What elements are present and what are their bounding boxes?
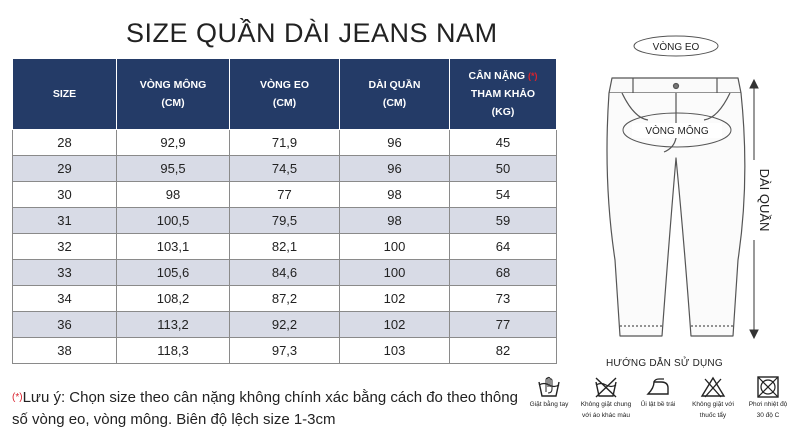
table-row: 31 100,5 79,5 98 59	[12, 207, 557, 234]
cell-weight: 64	[449, 233, 557, 260]
header-hip: VÒNG MÔNG (CM)	[116, 58, 230, 130]
cell-length: 100	[339, 259, 450, 286]
care-item-do-not-wash: Không giặt chung với áo khác màu	[576, 376, 636, 420]
header-waist: VÒNG EO (CM)	[229, 58, 340, 130]
size-note: (*)Lưu ý: Chọn size theo cân nặng không …	[12, 387, 532, 431]
header-size: SIZE	[12, 58, 117, 130]
header-length: DÀI QUẦN (CM)	[339, 58, 450, 130]
cell-weight: 77	[449, 311, 557, 338]
cell-length: 98	[339, 181, 450, 208]
do-not-wash-icon	[595, 377, 617, 398]
care-label: với áo khác màu	[582, 412, 630, 419]
cell-waist: 92,2	[229, 311, 340, 338]
cell-size: 32	[12, 233, 117, 260]
care-label: Phơi nhiệt độ	[748, 401, 788, 408]
care-item-tumble-dry: Phơi nhiệt độ 30 độ C	[738, 376, 798, 420]
no-bleach-icon	[700, 376, 726, 398]
size-table: SIZE VÒNG MÔNG (CM) VÒNG EO (CM) DÀI QUẦN(…	[12, 58, 557, 364]
note-text: Lưu ý: Chọn size theo cân nặng không chí…	[12, 389, 518, 428]
care-item-hand-wash: Giặt bằng tay	[519, 376, 579, 412]
cell-length: 102	[339, 311, 450, 338]
cell-size: 36	[12, 311, 117, 338]
cell-size: 34	[12, 285, 117, 312]
page-title: SIZE QUẦN DÀI JEANS NAM	[126, 18, 498, 48]
cell-waist: 71,9	[229, 129, 340, 156]
care-item-no-bleach: Không giặt với thuốc tẩy	[683, 376, 743, 420]
care-label: thuốc tẩy	[699, 412, 727, 419]
hip-ellipse	[622, 112, 732, 148]
cell-hip: 118,3	[116, 337, 230, 364]
cell-length: 96	[339, 155, 450, 182]
waist-ellipse	[633, 35, 719, 57]
table-row: 29 95,5 74,5 96 50	[12, 155, 557, 182]
cell-waist: 79,5	[229, 207, 340, 234]
care-label: Ủi lật bề trái	[640, 401, 676, 408]
footnote-star: (*)	[528, 71, 538, 81]
table-row: 28 92,9 71,9 96 45	[12, 129, 557, 156]
cell-hip: 100,5	[116, 207, 230, 234]
cell-weight: 50	[449, 155, 557, 182]
cell-weight: 54	[449, 181, 557, 208]
cell-hip: 95,5	[116, 155, 230, 182]
cell-length: 98	[339, 207, 450, 234]
cell-size: 28	[12, 129, 117, 156]
pants-diagram: VÒNG EO VÒNG MÔNG DÀI QUẦN	[606, 35, 772, 340]
cell-weight: 73	[449, 285, 557, 312]
cell-waist: 97,3	[229, 337, 340, 364]
iron-icon	[646, 378, 669, 395]
cell-size: 31	[12, 207, 117, 234]
cell-weight: 82	[449, 337, 557, 364]
care-label: Không giặt với	[692, 401, 734, 408]
cell-length: 96	[339, 129, 450, 156]
cell-hip: 108,2	[116, 285, 230, 312]
care-label: Giặt bằng tay	[529, 401, 569, 408]
table-row: 33 105,6 84,6 100 68	[12, 259, 557, 286]
care-title: HƯỚNG DẪN SỬ DỤNG	[606, 358, 723, 369]
length-label: DÀI QUẦN	[757, 169, 772, 232]
tumble-dry-icon	[757, 376, 779, 398]
table-row: 34 108,2 87,2 102 73	[12, 285, 557, 312]
cell-length: 103	[339, 337, 450, 364]
cell-size: 38	[12, 337, 117, 364]
cell-size: 33	[12, 259, 117, 286]
cell-hip: 105,6	[116, 259, 230, 286]
cell-hip: 103,1	[116, 233, 230, 260]
cell-waist: 74,5	[229, 155, 340, 182]
hand-wash-icon	[538, 376, 560, 397]
cell-hip: 92,9	[116, 129, 230, 156]
footnote-star: (*)	[12, 392, 23, 403]
header-weight: CÂN NẶNG (*) THAM KHẢO (KG)	[449, 58, 557, 130]
cell-waist: 77	[229, 181, 340, 208]
table-row: 38 118,3 97,3 103 82	[12, 337, 557, 364]
cell-weight: 59	[449, 207, 557, 234]
cell-waist: 82,1	[229, 233, 340, 260]
cell-weight: 45	[449, 129, 557, 156]
cell-waist: 87,2	[229, 285, 340, 312]
care-item-iron: Ủi lật bề trái	[628, 376, 688, 412]
pants-outline-shape	[606, 92, 746, 337]
hip-label: VÒNG MÔNG	[645, 124, 709, 137]
cell-hip: 98	[116, 181, 230, 208]
cell-hip: 113,2	[116, 311, 230, 338]
table-row: 32 103,1 82,1 100 64	[12, 233, 557, 260]
cell-size: 30	[12, 181, 117, 208]
cell-waist: 84,6	[229, 259, 340, 286]
cell-weight: 68	[449, 259, 557, 286]
cell-length: 102	[339, 285, 450, 312]
cell-length: 100	[339, 233, 450, 260]
waist-label: VÒNG EO	[653, 40, 700, 53]
table-header-row: SIZE VÒNG MÔNG (CM) VÒNG EO (CM) DÀI QUẦN(…	[12, 58, 557, 130]
table-row: 36 113,2 92,2 102 77	[12, 311, 557, 338]
cell-size: 29	[12, 155, 117, 182]
care-label: 30 độ C	[756, 412, 780, 419]
table-row: 30 98 77 98 54	[12, 181, 557, 208]
care-label: Không giặt chung	[580, 401, 632, 408]
